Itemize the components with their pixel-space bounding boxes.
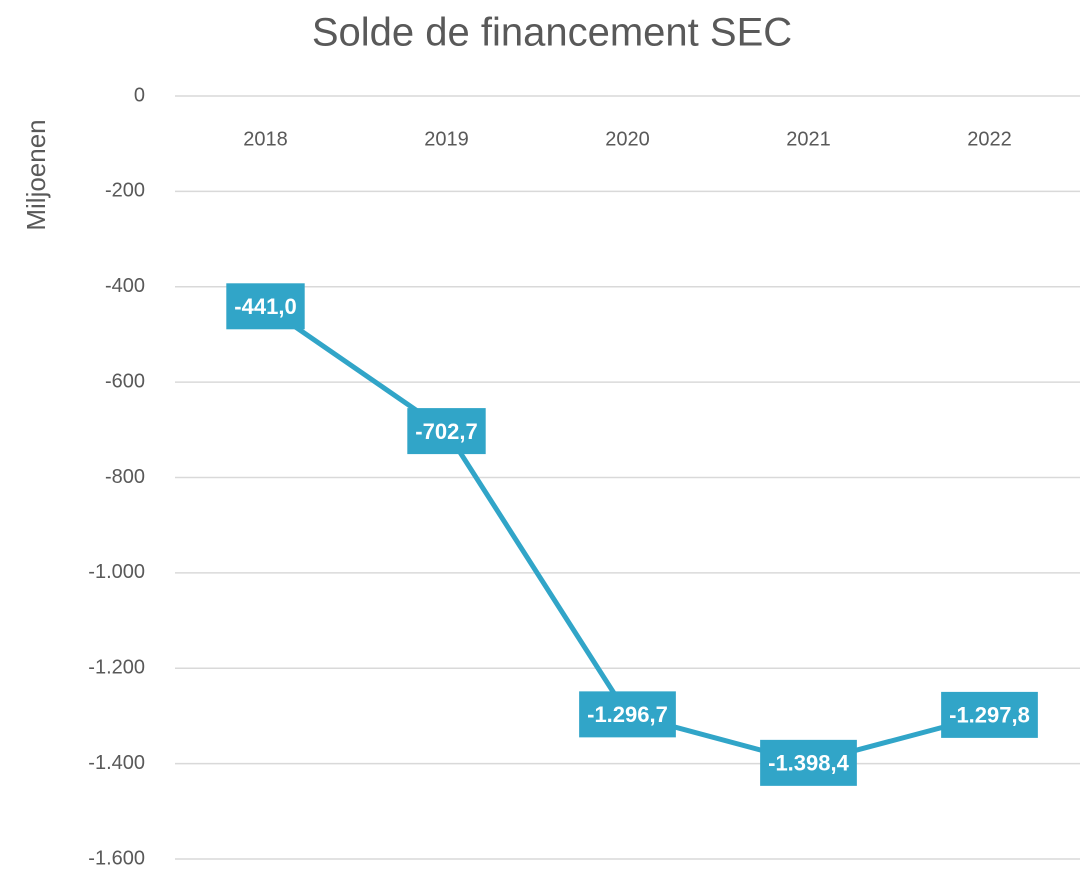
- data-label: -1.398,4: [768, 751, 849, 776]
- data-label: -441,0: [234, 294, 296, 319]
- x-tick-label: 2022: [967, 128, 1012, 150]
- y-tick-label: -1.400: [88, 752, 145, 774]
- data-label: -1.296,7: [587, 702, 668, 727]
- data-label-box: [941, 691, 1038, 738]
- y-tick-label: 0: [134, 84, 145, 106]
- y-tick-label: -600: [105, 370, 145, 392]
- y-tick-label: -1.600: [88, 847, 145, 869]
- data-label-box: [226, 283, 305, 330]
- x-tick-label: 2019: [424, 128, 469, 150]
- data-label-box: [760, 739, 857, 786]
- data-label: -702,7: [415, 419, 477, 444]
- chart-title: Solde de financement SEC: [312, 11, 792, 55]
- y-tick-label: -400: [105, 275, 145, 297]
- y-tick-label: -800: [105, 466, 145, 488]
- y-tick-label: -1.000: [88, 561, 145, 583]
- data-label-box: [579, 691, 676, 738]
- x-tick-label: 2018: [243, 128, 288, 150]
- data-label-box: [407, 408, 486, 455]
- y-axis-label: Miljoenen: [21, 119, 51, 230]
- data-label: -1.297,8: [949, 703, 1030, 728]
- x-tick-label: 2021: [786, 128, 831, 150]
- y-tick-label: -1.200: [88, 657, 145, 679]
- y-tick-label: -200: [105, 180, 145, 202]
- x-tick-label: 2020: [605, 128, 650, 150]
